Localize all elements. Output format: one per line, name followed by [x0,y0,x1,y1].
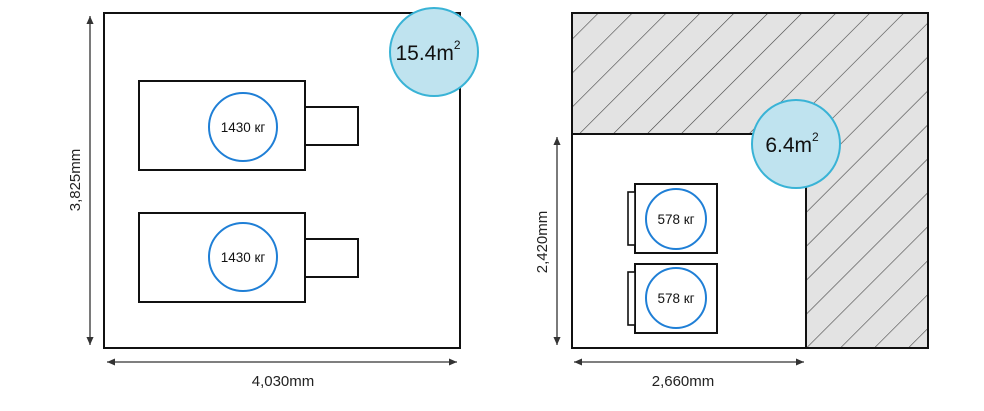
right-room-plan: 578 кг 578 кг 6.4m2 2,420mm 2,660mm [534,12,929,390]
weight-circle [208,222,278,292]
unit-side-tab [627,271,636,326]
unit-side-tab [627,191,636,246]
weight-circle [645,188,707,250]
right-height-dimension: 2,420mm [534,137,561,345]
area-circle [389,7,479,97]
right-area-badge: 6.4m2 [751,99,841,189]
left-room-plan: 1430 кг 1430 кг 15.4m2 3,825mm 4,030mm [67,7,479,390]
weight-label: 578 кг [657,212,694,227]
height-label: 2,420mm [534,211,551,274]
left-area-badge: 15.4m2 [389,7,479,97]
weight-label: 1430 кг [221,250,266,265]
left-width-dimension: 4,030mm [107,358,457,390]
area-label: 6.4m2 [765,130,819,157]
area-label: 15.4m2 [395,38,460,65]
unit-extension [304,238,359,278]
width-label: 4,030mm [252,373,315,390]
weight-circle [208,92,278,162]
left-unit-1: 1430 кг [138,80,359,171]
unit-extension [304,106,359,146]
right-unit-1: 578 кг [627,183,718,254]
right-unit-2: 578 кг [627,263,718,334]
left-unit-2: 1430 кг [138,212,359,303]
left-height-dimension: 3,825mm [67,15,94,345]
weight-label: 578 кг [657,291,694,306]
width-label: 2,660mm [652,373,715,390]
area-circle [751,99,841,189]
right-width-dimension: 2,660mm [574,358,804,390]
weight-circle [645,267,707,329]
height-label: 3,825mm [67,149,84,212]
weight-label: 1430 кг [221,120,266,135]
